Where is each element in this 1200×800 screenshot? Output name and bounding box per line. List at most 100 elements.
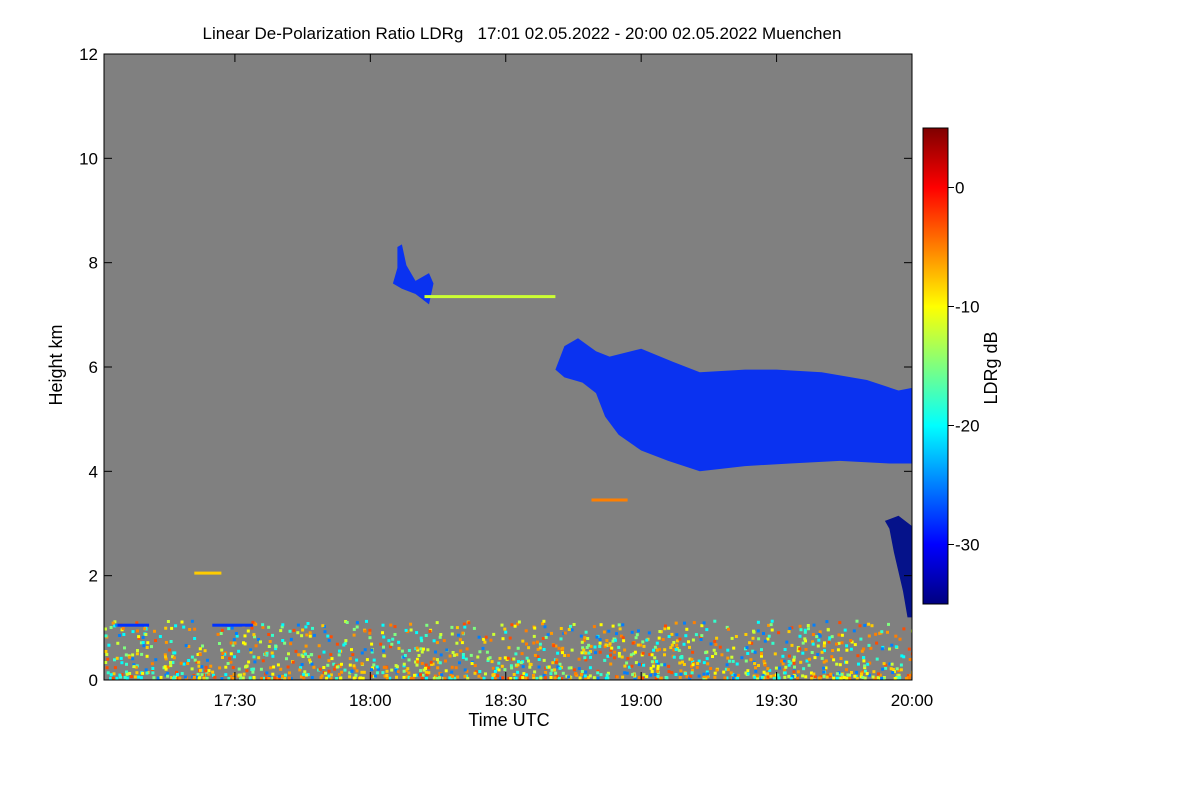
aerosol-pixel bbox=[460, 641, 464, 645]
aerosol-pixel bbox=[137, 636, 141, 640]
aerosol-pixel bbox=[485, 650, 489, 654]
aerosol-pixel bbox=[857, 662, 860, 666]
aerosol-pixel bbox=[365, 619, 368, 623]
aerosol-pixel bbox=[168, 648, 172, 652]
plot-background bbox=[104, 54, 912, 680]
aerosol-pixel bbox=[195, 660, 199, 664]
aerosol-pixel bbox=[482, 676, 486, 680]
aerosol-pixel bbox=[895, 667, 899, 671]
aerosol-pixel bbox=[632, 652, 636, 656]
aerosol-pixel bbox=[267, 677, 271, 680]
aerosol-pixel bbox=[500, 664, 504, 668]
aerosol-pixel bbox=[613, 638, 617, 642]
aerosol-pixel bbox=[813, 656, 817, 660]
aerosol-pixel bbox=[383, 674, 387, 678]
aerosol-pixel bbox=[242, 641, 245, 645]
aerosol-pixel bbox=[269, 666, 273, 670]
aerosol-pixel bbox=[825, 675, 829, 679]
aerosol-pixel bbox=[435, 677, 439, 680]
aerosol-pixel bbox=[732, 646, 736, 650]
aerosol-pixel bbox=[533, 626, 537, 630]
aerosol-pixel bbox=[542, 673, 546, 677]
aerosol-pixel bbox=[586, 676, 590, 680]
aerosol-pixel bbox=[332, 662, 336, 666]
aerosol-pixel bbox=[385, 669, 389, 673]
aerosol-pixel bbox=[592, 625, 596, 629]
aerosol-pixel bbox=[541, 637, 545, 640]
aerosol-pixel bbox=[496, 674, 500, 678]
aerosol-pixel bbox=[374, 674, 377, 678]
aerosol-pixel bbox=[588, 674, 592, 678]
aerosol-pixel bbox=[828, 674, 832, 678]
aerosol-pixel bbox=[641, 676, 644, 680]
aerosol-pixel bbox=[419, 669, 423, 673]
aerosol-pixel bbox=[259, 640, 262, 644]
aerosol-pixel bbox=[516, 646, 520, 650]
aerosol-pixel bbox=[267, 645, 271, 648]
aerosol-pixel bbox=[674, 621, 678, 625]
aerosol-pixel bbox=[416, 648, 420, 652]
aerosol-pixel bbox=[444, 669, 448, 673]
aerosol-pixel bbox=[287, 676, 291, 680]
aerosol-pixel bbox=[239, 676, 242, 680]
aerosol-pixel bbox=[889, 667, 893, 671]
aerosol-pixel bbox=[551, 661, 555, 665]
aerosol-pixel bbox=[798, 624, 802, 628]
aerosol-pixel bbox=[649, 673, 653, 677]
aerosol-pixel bbox=[818, 630, 822, 634]
aerosol-pixel bbox=[318, 667, 322, 671]
thin-layer-6 bbox=[194, 571, 222, 575]
aerosol-pixel bbox=[766, 675, 770, 679]
aerosol-pixel bbox=[193, 637, 197, 640]
aerosol-pixel bbox=[762, 676, 766, 680]
aerosol-pixel bbox=[787, 654, 791, 658]
aerosol-pixel bbox=[910, 652, 912, 656]
aerosol-pixel bbox=[176, 676, 180, 680]
aerosol-pixel bbox=[654, 677, 658, 680]
aerosol-pixel bbox=[388, 676, 392, 680]
aerosol-pixel bbox=[348, 671, 352, 675]
aerosol-pixel bbox=[769, 623, 773, 627]
aerosol-pixel bbox=[121, 626, 125, 630]
aerosol-pixel bbox=[486, 659, 490, 662]
aerosol-pixel bbox=[131, 653, 135, 657]
aerosol-pixel bbox=[845, 648, 849, 652]
aerosol-pixel bbox=[831, 649, 835, 652]
aerosol-pixel bbox=[286, 665, 290, 669]
aerosol-pixel bbox=[483, 640, 487, 644]
aerosol-pixel bbox=[118, 634, 122, 637]
aerosol-pixel bbox=[209, 664, 213, 668]
aerosol-pixel bbox=[670, 643, 674, 647]
aerosol-pixel bbox=[394, 668, 398, 672]
aerosol-pixel bbox=[478, 670, 482, 673]
aerosol-pixel bbox=[849, 647, 853, 651]
aerosol-pixel bbox=[389, 623, 393, 627]
aerosol-pixel bbox=[553, 668, 556, 672]
aerosol-pixel bbox=[480, 677, 484, 680]
aerosol-pixel bbox=[355, 621, 359, 625]
aerosol-pixel bbox=[427, 671, 431, 675]
aerosol-pixel bbox=[868, 673, 871, 677]
aerosol-pixel bbox=[242, 672, 246, 676]
aerosol-pixel bbox=[675, 633, 679, 637]
aerosol-pixel bbox=[538, 642, 542, 646]
aerosol-pixel bbox=[306, 655, 310, 658]
aerosol-pixel bbox=[713, 671, 717, 675]
aerosol-pixel bbox=[670, 671, 674, 675]
aerosol-pixel bbox=[250, 626, 254, 630]
aerosol-pixel bbox=[449, 674, 453, 677]
aerosol-pixel bbox=[164, 673, 168, 677]
aerosol-pixel bbox=[154, 658, 158, 662]
aerosol-pixel bbox=[706, 675, 710, 678]
aerosol-pixel bbox=[322, 625, 326, 628]
aerosol-pixel bbox=[799, 628, 803, 632]
aerosol-pixel bbox=[190, 619, 194, 623]
aerosol-pixel bbox=[690, 664, 693, 668]
aerosol-pixel bbox=[180, 620, 184, 624]
aerosol-pixel bbox=[510, 666, 514, 670]
aerosol-pixel bbox=[760, 648, 763, 652]
aerosol-pixel bbox=[653, 656, 657, 660]
aerosol-pixel bbox=[780, 659, 784, 663]
aerosol-pixel bbox=[712, 648, 716, 652]
aerosol-pixel bbox=[672, 655, 676, 659]
